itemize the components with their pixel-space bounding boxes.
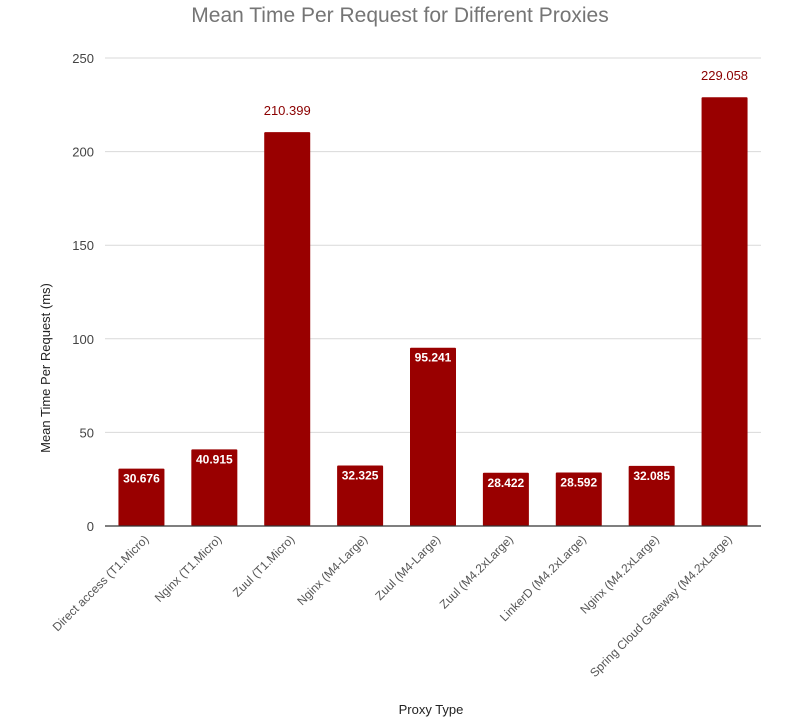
x-axis-ticks: Direct access (T1.Micro) Nginx (T1.Micro)…: [50, 532, 735, 680]
x-tick-label: Zuul (M4-Large): [372, 532, 443, 603]
gridlines: [105, 57, 761, 433]
bar: [555, 472, 602, 526]
data-label: 40.915: [196, 452, 233, 466]
x-tick-label: Zuul (T1.Micro): [230, 532, 297, 599]
x-tick-label: Direct access (T1.Micro): [50, 532, 152, 634]
data-label: 28.422: [488, 476, 525, 490]
y-tick-label: 50: [80, 425, 94, 440]
y-tick-label: 250: [72, 51, 94, 66]
bar: [628, 465, 675, 526]
data-label: 210.399: [264, 103, 311, 118]
chart-title: Mean Time Per Request for Different Prox…: [191, 4, 608, 27]
y-axis-ticks: 0 50 100 150 200 250: [72, 51, 94, 534]
data-label: 32.085: [633, 469, 670, 483]
data-label: 95.241: [415, 351, 452, 365]
y-tick-label: 200: [72, 145, 94, 160]
x-tick-label: Nginx (T1.Micro): [152, 532, 225, 605]
x-tick-label: Nginx (M4.2xLarge): [577, 532, 661, 616]
data-label: 32.325: [342, 468, 379, 482]
x-tick-label: Zuul (M4.2xLarge): [437, 532, 516, 611]
x-axis-title: Proxy Type: [399, 702, 464, 717]
y-tick-label: 0: [87, 519, 94, 534]
data-label: 229.058: [701, 68, 748, 83]
x-tick-label: Spring Cloud Gateway (M4.2xLarge): [587, 532, 735, 680]
bar: [410, 347, 456, 526]
bar: [701, 97, 748, 526]
x-tick-label: Nginx (M4-Large): [294, 532, 370, 608]
bars: [118, 97, 748, 527]
data-labels: 30.676 40.915 210.399 32.325 95.241 28.422 28.…: [123, 68, 748, 490]
bar: [264, 132, 311, 527]
y-tick-label: 150: [72, 238, 94, 253]
data-label: 30.676: [123, 472, 160, 486]
bar: [482, 472, 529, 526]
bar: [191, 449, 238, 526]
y-axis-title: Mean Time Per Request (ms): [38, 283, 53, 453]
data-label: 28.592: [560, 475, 597, 489]
y-tick-label: 100: [72, 332, 94, 347]
bar: [118, 468, 165, 526]
bar: [337, 465, 384, 526]
